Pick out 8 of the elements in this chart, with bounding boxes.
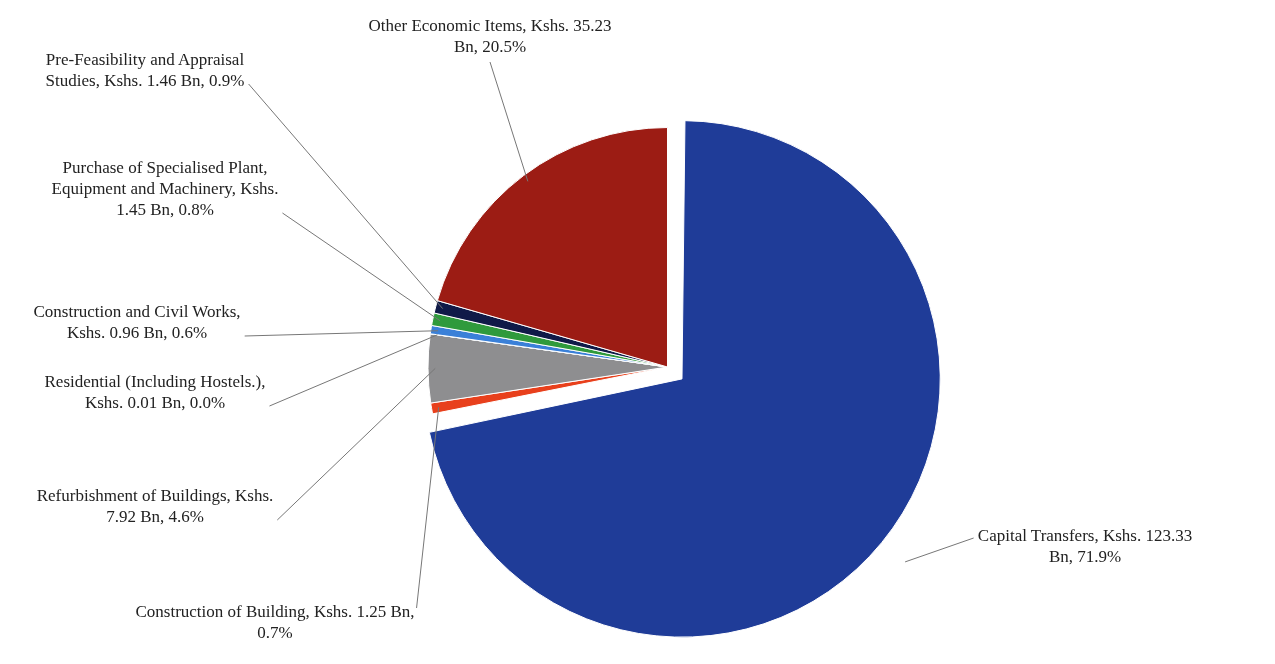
slice-label: Capital Transfers, Kshs. 123.33 Bn, 71.9% [977,525,1193,566]
slice-label: Pre-Feasibility and Appraisal Studies, Kshs. 1.46 Bn, 0.9% [45,49,245,90]
slice-label: Refurbishment of Buildings, Kshs. 7.92 Bn, 4.6% [36,485,274,526]
slice-label: Residential (Including Hostels.), Kshs. 0.01 Bn, 0.0% [44,371,266,412]
slice-label: Purchase of Specialised Plant, Equipment and Machinery, Kshs. 1.45 Bn, 0.8% [51,157,279,219]
slice-label: Other Economic Items, Kshs. 35.23 Bn, 20.5% [368,15,612,56]
slice-label: Construction and Civil Works, Kshs. 0.96 Bn, 0.6% [33,301,241,342]
slice-label: Construction of Building, Kshs. 1.25 Bn, 0.7% [135,601,415,642]
